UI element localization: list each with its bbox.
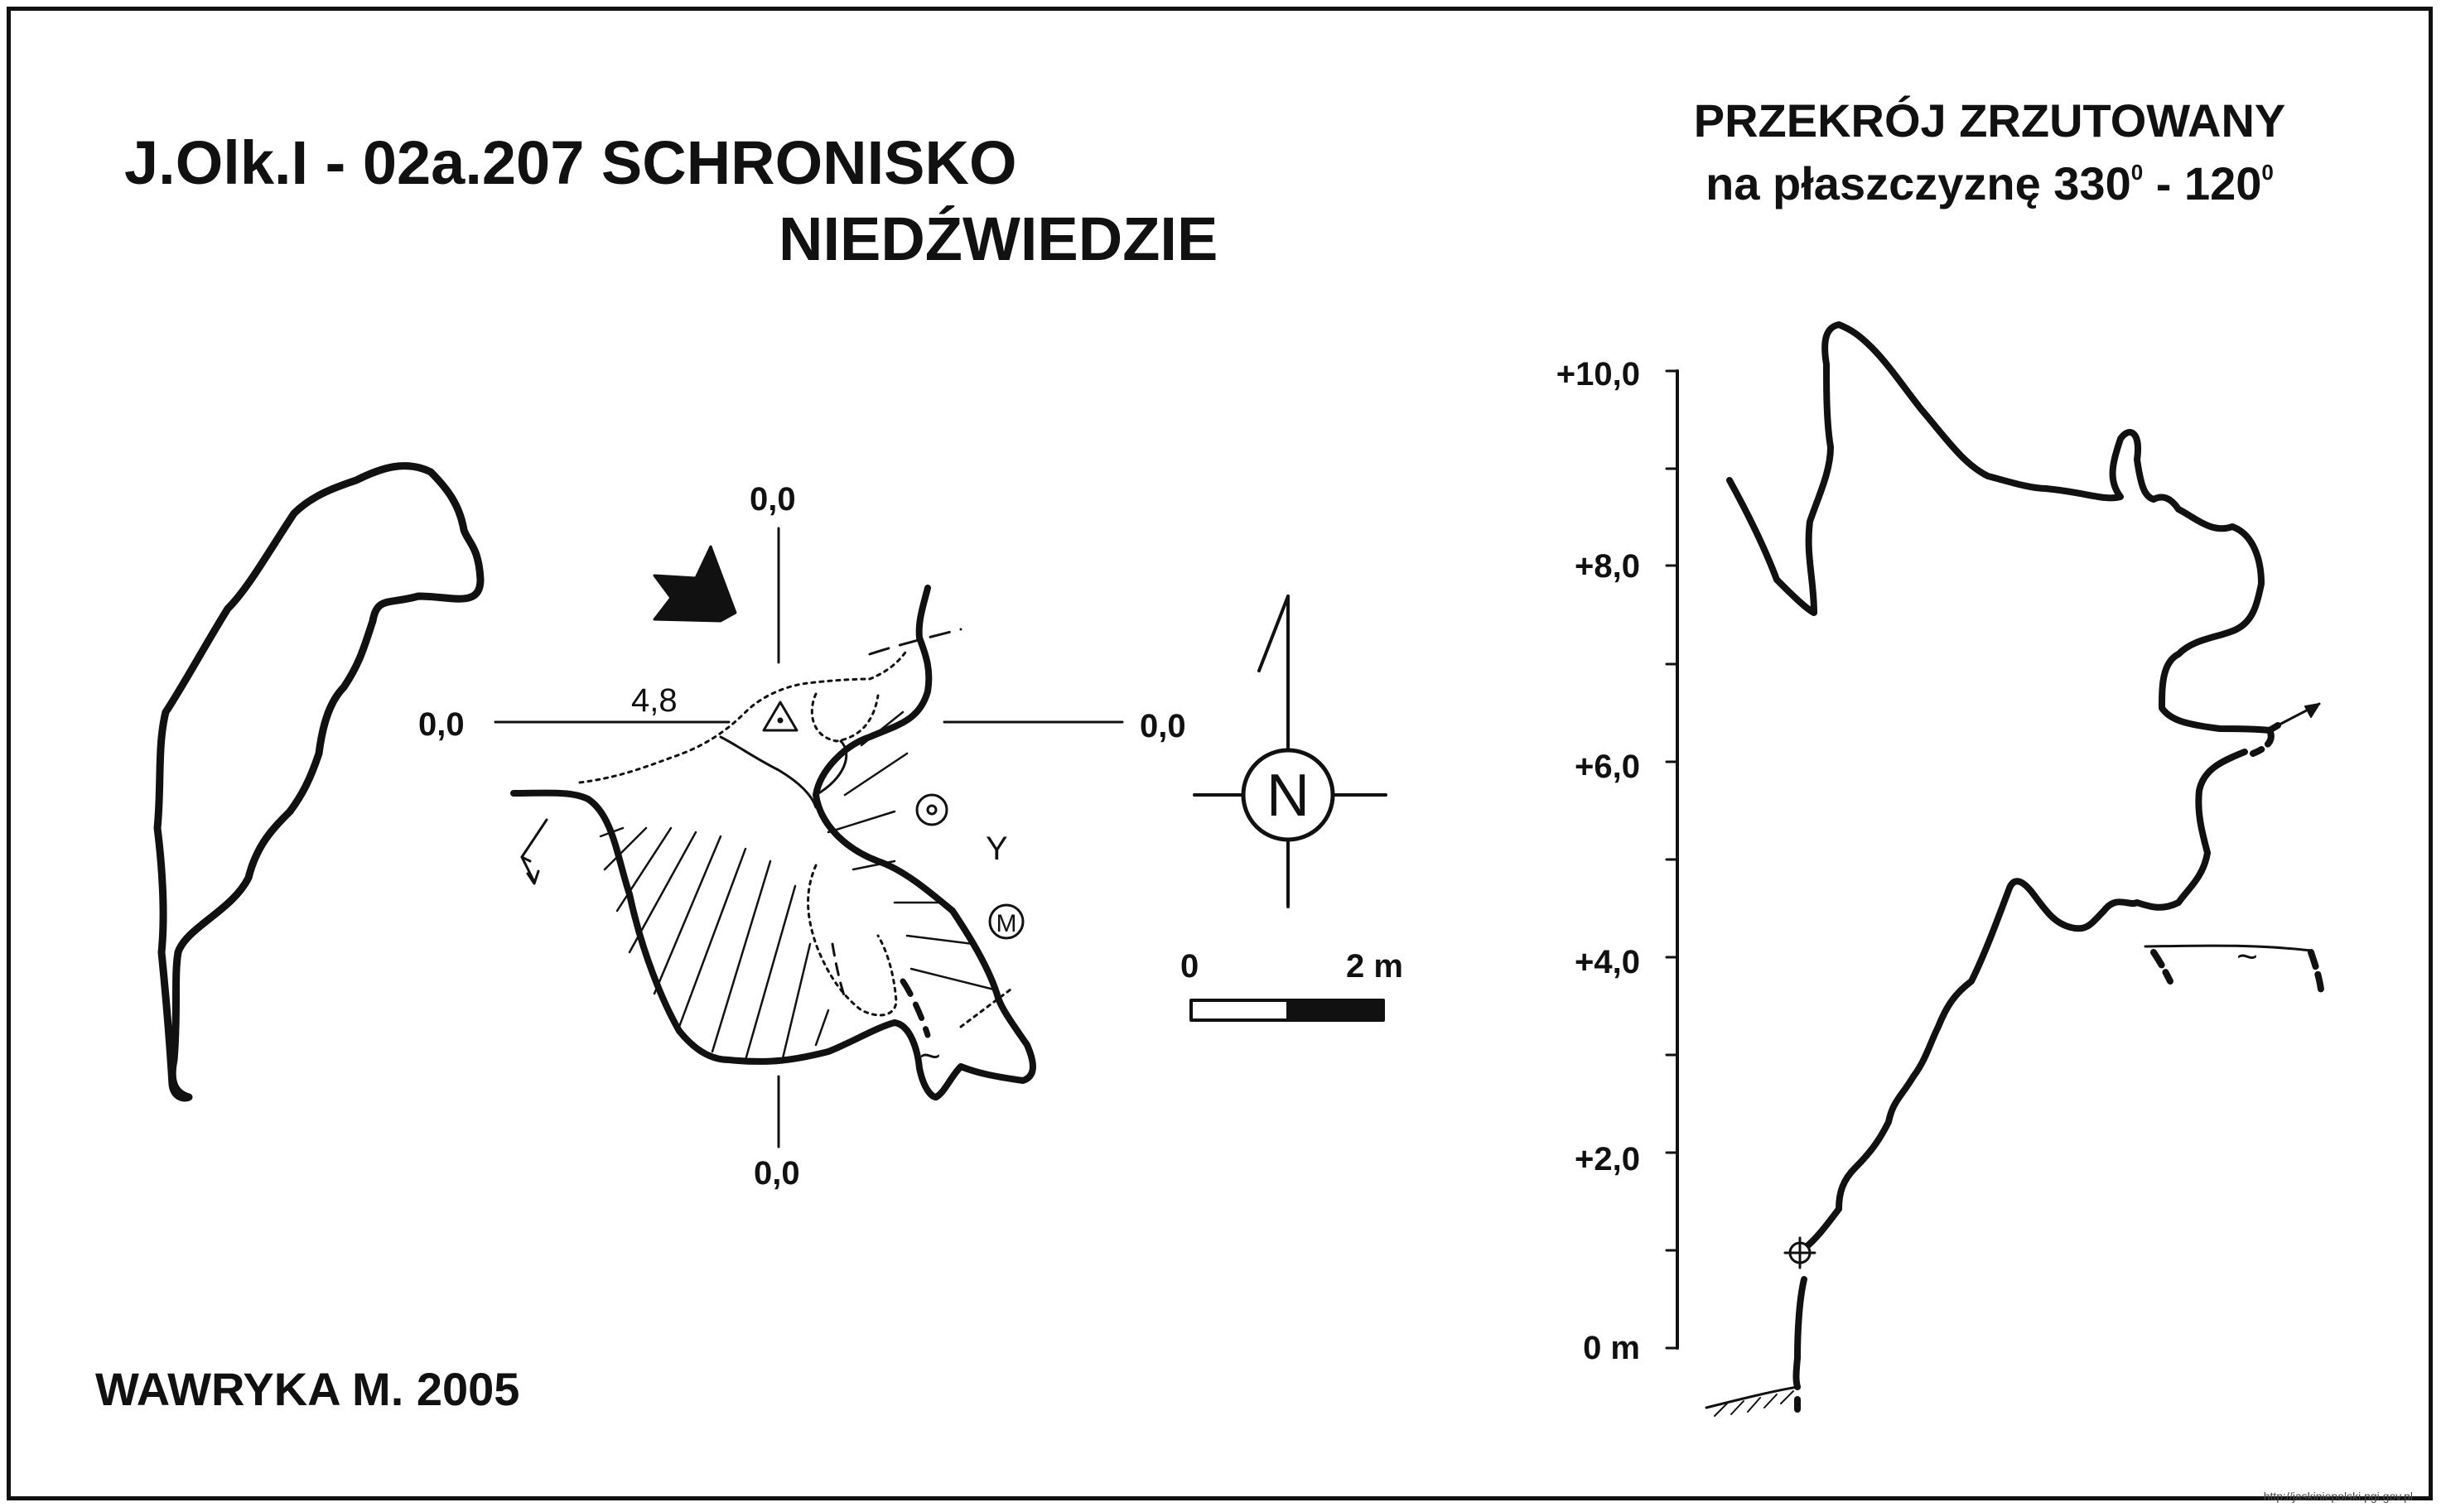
- section-profile-floor: [2250, 727, 2275, 757]
- water-symbol: ~: [919, 1036, 941, 1076]
- passage-arrow: [520, 855, 536, 884]
- passage-wall: [814, 739, 848, 797]
- section-profile-floor: [1798, 749, 2248, 1254]
- passage-wall: [900, 978, 931, 1038]
- passage-arrow: [526, 869, 540, 885]
- survey-station-triangle: [762, 701, 798, 732]
- map-frame: [7, 7, 2433, 1500]
- passage-wall: [719, 735, 818, 809]
- north-arrow-needle: [1257, 595, 1290, 672]
- scale-end-label: 2 m: [1346, 948, 1403, 985]
- shell-symbol: [915, 793, 948, 826]
- section-profile-floor: [1792, 1276, 1807, 1390]
- section-title-line2: na płaszczyznę 3300 - 1200: [1633, 161, 2346, 207]
- talus-hatching: [1714, 1390, 1794, 1417]
- passage-arrow: [520, 818, 548, 863]
- source-url: http://jaskiniepolski.pgi.gov.pl: [2263, 1490, 2413, 1503]
- section-plane-text: na płaszczyznę 330: [1705, 157, 2131, 209]
- section-profile-floor: [2308, 949, 2324, 993]
- degree-mark-2: 0: [2261, 160, 2274, 185]
- datum-left-label: 0,0: [418, 706, 465, 743]
- compass-circle: [1241, 748, 1335, 842]
- section-plane-text-2: - 120: [2143, 157, 2262, 209]
- m-symbol-letter: M: [996, 910, 1017, 937]
- section-title-line1: PRZEKRÓJ ZRZUTOWANY: [1693, 94, 2286, 147]
- ledge-edge: [578, 648, 909, 784]
- entrance-arrow: [653, 545, 737, 623]
- cave-plan-outline: [510, 585, 1036, 1100]
- survey-station-dot: [777, 717, 784, 724]
- section-profile-floor: [2150, 949, 2173, 985]
- scale-start-label: 0: [1180, 948, 1199, 985]
- boulder-outline: [153, 462, 485, 1102]
- north-letter: N: [1266, 763, 1310, 829]
- talus-slope: [1705, 1385, 1799, 1409]
- datum-top-label: 0,0: [750, 481, 796, 518]
- cave-title-line1: J.Olk.I - 02a.207 SCHRONISKO: [124, 128, 1017, 197]
- ledge-edge: [807, 864, 898, 1017]
- elevation-label: +10,0: [1556, 356, 1640, 392]
- spot-height-label: 4,8: [631, 682, 678, 719]
- ledge-edge: [810, 692, 880, 743]
- elevation-label: +2,0: [1575, 1141, 1640, 1177]
- datum-bottom-label: 0,0: [754, 1155, 800, 1192]
- datum-right-label: 0,0: [1140, 708, 1186, 744]
- scale-bar-fill: [1286, 999, 1384, 1021]
- elevation-label: +8,0: [1575, 548, 1640, 585]
- slope-hatching: [599, 710, 996, 1062]
- elevation-label: 0 m: [1583, 1330, 1640, 1366]
- section-profile-ceiling: [1726, 321, 2273, 734]
- degree-mark: 0: [2130, 160, 2144, 185]
- shell-symbol-center: [926, 804, 938, 816]
- elevation-label: +6,0: [1575, 749, 1640, 785]
- author-credit: WAWRYKA M. 2005: [95, 1363, 520, 1415]
- cave-title-line2: NIEDŹWIEDZIE: [779, 205, 1218, 273]
- dashed-edge: [868, 628, 962, 656]
- passage-wall: [831, 942, 847, 999]
- m-symbol-circle: [988, 903, 1025, 940]
- water-level-line: [2144, 944, 2313, 952]
- letter-y-symbol: Y: [986, 831, 1008, 867]
- passage-continuation-arrow: [2304, 703, 2320, 718]
- water-symbol: ~: [2236, 937, 2258, 977]
- elevation-label: +4,0: [1575, 944, 1640, 980]
